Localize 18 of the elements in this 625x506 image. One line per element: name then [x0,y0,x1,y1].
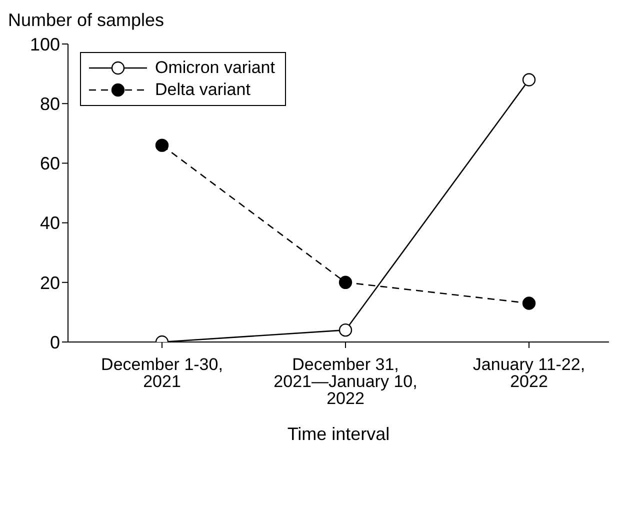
x-tick-label: December 1-30, 2021 [101,355,223,392]
legend-label: Delta variant [155,80,250,100]
y-tick-label: 20 [40,272,60,293]
y-tick-label: 0 [50,332,60,352]
x-axis-title: Time interval [287,424,390,444]
y-tick-label: 80 [40,94,60,114]
point [522,296,536,310]
y-tick-label: 40 [40,213,60,234]
y-tick-label: 60 [40,154,60,174]
point [155,138,169,152]
x-tick-label: January 11-22, 2022 [472,355,586,392]
y-tick-label: 100 [30,34,60,54]
y-axis-title: Number of samples [8,10,164,31]
point [338,323,352,337]
point [522,73,536,86]
x-tick-label: December 31, 2021—January 10, 2022 [274,355,418,408]
legend-label: Omicron variant [155,58,275,78]
point [338,276,352,289]
